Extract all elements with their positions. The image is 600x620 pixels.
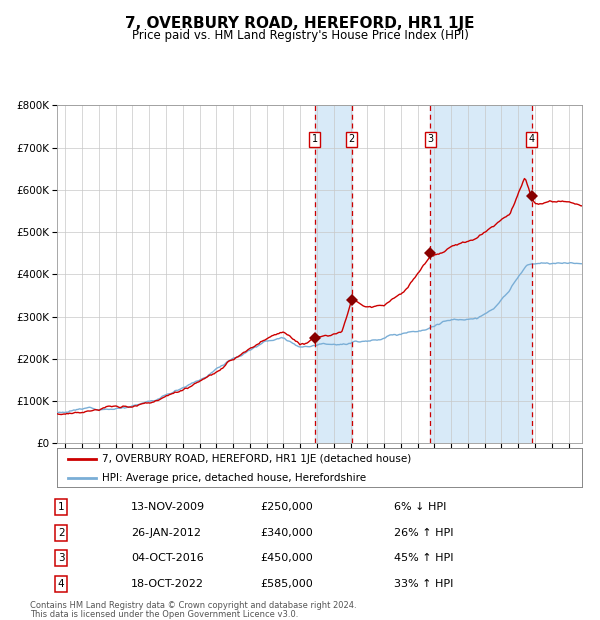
- Text: 13-NOV-2009: 13-NOV-2009: [131, 502, 205, 512]
- Text: 26-JAN-2012: 26-JAN-2012: [131, 528, 201, 538]
- Text: Price paid vs. HM Land Registry's House Price Index (HPI): Price paid vs. HM Land Registry's House …: [131, 29, 469, 42]
- Text: 7, OVERBURY ROAD, HEREFORD, HR1 1JE: 7, OVERBURY ROAD, HEREFORD, HR1 1JE: [125, 16, 475, 31]
- Text: 2: 2: [349, 134, 355, 144]
- Text: 4: 4: [529, 134, 535, 144]
- Bar: [315, 105, 352, 443]
- Text: HPI: Average price, detached house, Herefordshire: HPI: Average price, detached house, Here…: [101, 473, 366, 483]
- Text: 7, OVERBURY ROAD, HEREFORD, HR1 1JE (detached house): 7, OVERBURY ROAD, HEREFORD, HR1 1JE (det…: [101, 454, 411, 464]
- Text: £250,000: £250,000: [260, 502, 313, 512]
- Text: 45% ↑ HPI: 45% ↑ HPI: [394, 553, 454, 564]
- Text: This data is licensed under the Open Government Licence v3.0.: This data is licensed under the Open Gov…: [30, 610, 298, 619]
- Text: £450,000: £450,000: [260, 553, 313, 564]
- Text: 2: 2: [58, 528, 64, 538]
- Text: 18-OCT-2022: 18-OCT-2022: [131, 579, 204, 589]
- Text: 33% ↑ HPI: 33% ↑ HPI: [394, 579, 454, 589]
- Text: 04-OCT-2016: 04-OCT-2016: [131, 553, 203, 564]
- Text: 1: 1: [58, 502, 64, 512]
- Bar: [430, 105, 532, 443]
- Text: £585,000: £585,000: [260, 579, 313, 589]
- Text: £340,000: £340,000: [260, 528, 313, 538]
- Text: 6% ↓ HPI: 6% ↓ HPI: [394, 502, 446, 512]
- Text: 3: 3: [58, 553, 64, 564]
- Text: 4: 4: [58, 579, 64, 589]
- Text: 1: 1: [312, 134, 318, 144]
- Text: 26% ↑ HPI: 26% ↑ HPI: [394, 528, 454, 538]
- Text: Contains HM Land Registry data © Crown copyright and database right 2024.: Contains HM Land Registry data © Crown c…: [30, 601, 356, 611]
- Text: 3: 3: [427, 134, 433, 144]
